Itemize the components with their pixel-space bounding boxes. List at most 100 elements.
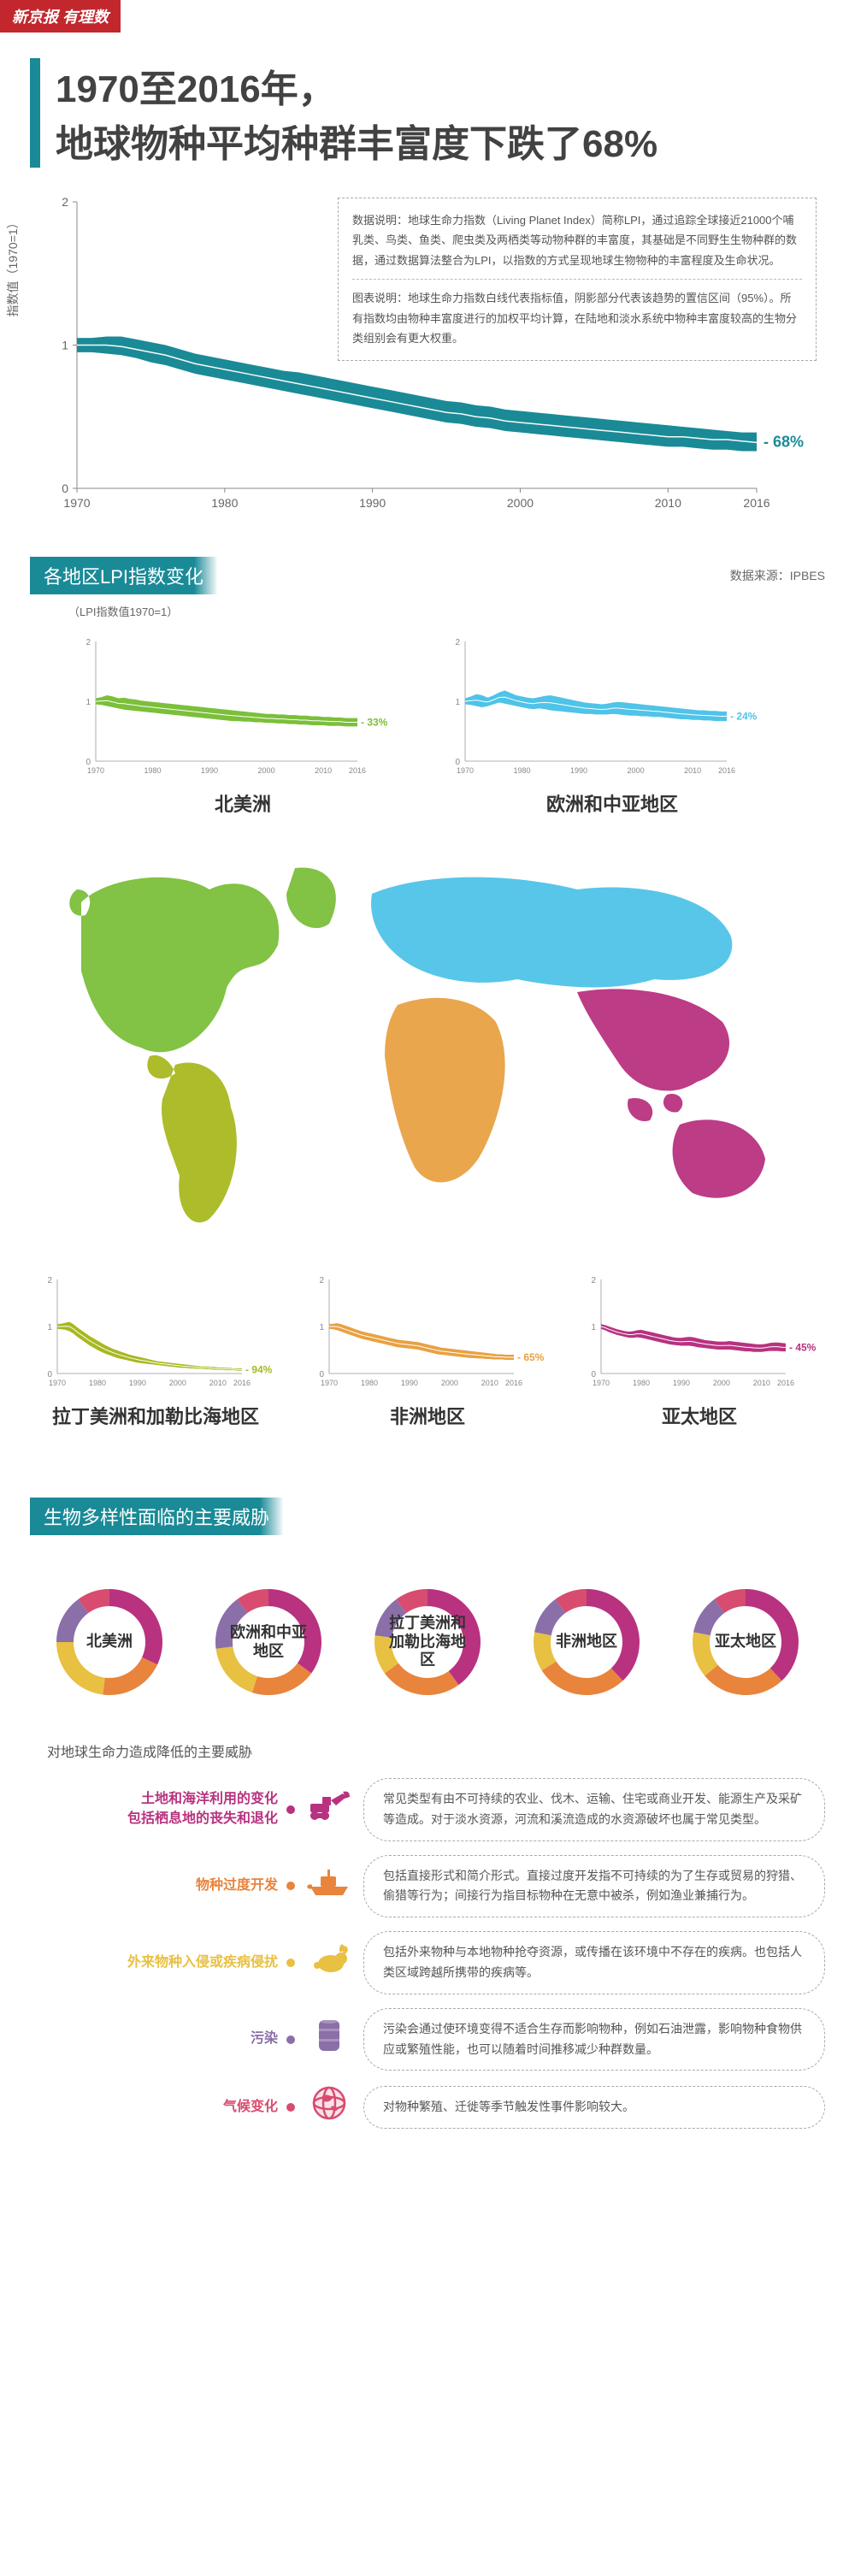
svg-text:2010: 2010 [209, 1379, 227, 1387]
svg-text:2000: 2000 [507, 496, 534, 510]
svg-text:- 65%: - 65% [517, 1351, 545, 1363]
region-chart-2: 012197019801990200020102016- 94%拉丁美洲和加勒比… [30, 1273, 281, 1429]
threat-title: 外来物种入侵或疾病侵扰 [30, 1953, 286, 1972]
region-chart-3: 012197019801990200020102016- 65%非洲地区 [302, 1273, 553, 1429]
svg-text:1980: 1980 [633, 1379, 650, 1387]
brand-bar: 新京报 有理数 [0, 0, 121, 32]
threat-dot [286, 2035, 295, 2044]
svg-text:2: 2 [47, 1276, 52, 1285]
y-axis-label: 指数值（1970=1） [4, 216, 21, 316]
threat-row-4: 气候变化 对物种繁殖、迁徙等季节触发性事件影响较大。 [30, 2084, 825, 2130]
main-title: 1970至2016年， 地球物种平均种群丰富度下跌了68% [30, 58, 825, 168]
svg-text:1990: 1990 [570, 766, 587, 775]
svg-text:2010: 2010 [684, 766, 701, 775]
threats-list: 土地和海洋利用的变化包括栖息地的丧失和退化 常见类型有由不可持续的农业、伐木、运… [0, 1778, 855, 2130]
svg-text:1970: 1970 [63, 496, 90, 510]
svg-text:2: 2 [86, 638, 91, 647]
svg-text:2010: 2010 [481, 1379, 498, 1387]
svg-text:2000: 2000 [628, 766, 645, 775]
threat-row-0: 土地和海洋利用的变化包括栖息地的丧失和退化 常见类型有由不可持续的农业、伐木、运… [30, 1778, 825, 1841]
note1: 数据说明：地球生命力指数（Living Planet Index）简称LPI，通… [352, 210, 802, 270]
threat-desc: 包括直接形式和简介形式。直接过度开发指不可持续的为了生存或贸易的狩猎、偷猎等行为… [363, 1855, 825, 1918]
section-regions-tab: 各地区LPI指数变化 [30, 557, 217, 594]
boat-icon [295, 1864, 363, 1907]
region-chart-1: 012197019801990200020102016- 24%欧洲和中亚地区 [438, 635, 787, 817]
region-chart-0: 012197019801990200020102016- 33%北美洲 [68, 635, 417, 817]
donuts-row: 北美洲 欧洲和中亚地区拉丁美洲和加勒比海地区 非洲地区 亚太地区 [30, 1578, 825, 1706]
svg-text:2000: 2000 [441, 1379, 458, 1387]
globe-icon [295, 2084, 363, 2130]
threat-title: 土地和海洋利用的变化包括栖息地的丧失和退化 [30, 1790, 286, 1829]
threat-title: 物种过度开发 [30, 1876, 286, 1895]
threats-tab: 生物多样性面临的主要威胁 [30, 1498, 283, 1535]
lpi-note: （LPI指数值1970=1） [68, 603, 825, 619]
svg-text:1970: 1970 [49, 1379, 66, 1387]
svg-text:1970: 1970 [321, 1379, 338, 1387]
excavator-icon [295, 1788, 363, 1831]
explain-box: 数据说明：地球生命力指数（Living Planet Index）简称LPI，通… [338, 198, 817, 361]
svg-text:0: 0 [62, 482, 68, 495]
threat-dot [286, 2103, 295, 2112]
svg-text:2016: 2016 [743, 496, 770, 510]
svg-text:2000: 2000 [258, 766, 275, 775]
rabbit-icon [295, 1941, 363, 1984]
svg-text:2010: 2010 [315, 766, 332, 775]
threats-subtitle: 对地球生命力造成降低的主要威胁 [47, 1740, 825, 1761]
section-regions-header: 各地区LPI指数变化 数据来源：IPBES [30, 557, 825, 594]
donut-2: 拉丁美洲和加勒比海地区 [359, 1578, 496, 1706]
svg-text:1980: 1980 [361, 1379, 378, 1387]
svg-text:1990: 1990 [201, 766, 218, 775]
world-map [30, 842, 825, 1257]
region-label: 欧洲和中亚地区 [438, 789, 787, 817]
svg-text:2: 2 [319, 1276, 324, 1285]
charts-grid-bottom: 012197019801990200020102016- 94%拉丁美洲和加勒比… [30, 1273, 825, 1429]
svg-text:2: 2 [455, 638, 460, 647]
donut-label: 拉丁美洲和加勒比海地区 [389, 1615, 466, 1670]
svg-text:1980: 1980 [211, 496, 238, 510]
svg-text:2016: 2016 [718, 766, 735, 775]
svg-text:1980: 1980 [514, 766, 531, 775]
donut-1: 欧洲和中亚地区 [200, 1578, 337, 1706]
donut-3: 非洲地区 [518, 1578, 655, 1706]
svg-text:1990: 1990 [359, 496, 386, 510]
donut-label: 非洲地区 [548, 1633, 625, 1651]
threat-dot [286, 1805, 295, 1814]
svg-text:2016: 2016 [349, 766, 366, 775]
svg-text:1980: 1980 [144, 766, 162, 775]
donut-label: 亚太地区 [707, 1633, 784, 1651]
threat-desc: 常见类型有由不可持续的农业、伐木、运输、住宅或商业开发、能源生产及采矿等造成。对… [363, 1778, 825, 1841]
threat-dot [286, 1959, 295, 1967]
svg-text:2010: 2010 [655, 496, 681, 510]
threat-title: 气候变化 [30, 2098, 286, 2117]
barrel-icon [295, 2015, 363, 2065]
threat-title: 污染 [30, 2029, 286, 2048]
region-chart-4: 012197019801990200020102016- 45%亚太地区 [574, 1273, 825, 1429]
svg-text:1: 1 [455, 698, 460, 707]
title-line1: 1970至2016年， [56, 58, 825, 113]
threat-desc: 对物种繁殖、迁徙等季节触发性事件影响较大。 [363, 2086, 825, 2129]
donut-label: 北美洲 [71, 1633, 148, 1651]
section-regions-source: 数据来源：IPBES [730, 567, 825, 584]
svg-text:2016: 2016 [777, 1379, 794, 1387]
title-line2: 地球物种平均种群丰富度下跌了68% [56, 113, 825, 168]
svg-text:1: 1 [86, 698, 91, 707]
svg-text:1: 1 [591, 1323, 596, 1332]
svg-text:- 45%: - 45% [789, 1341, 817, 1353]
region-label: 非洲地区 [302, 1402, 553, 1429]
svg-text:1970: 1970 [87, 766, 104, 775]
svg-text:1970: 1970 [593, 1379, 610, 1387]
svg-text:1: 1 [319, 1323, 324, 1332]
svg-text:2016: 2016 [233, 1379, 251, 1387]
svg-text:1: 1 [47, 1323, 52, 1332]
threat-row-2: 外来物种入侵或疾病侵扰 包括外来物种与本地物种抢夺资源，或传播在该环境中不存在的… [30, 1931, 825, 1994]
main-chart: 指数值（1970=1） 012197019801990200020102016-… [30, 193, 825, 523]
svg-text:1: 1 [62, 339, 68, 352]
donut-0: 北美洲 [41, 1578, 178, 1706]
region-label: 亚太地区 [574, 1402, 825, 1429]
svg-text:2: 2 [591, 1276, 596, 1285]
svg-text:2000: 2000 [169, 1379, 186, 1387]
svg-text:1980: 1980 [89, 1379, 106, 1387]
svg-text:1990: 1990 [129, 1379, 146, 1387]
region-label: 拉丁美洲和加勒比海地区 [30, 1402, 281, 1429]
svg-text:2000: 2000 [713, 1379, 730, 1387]
